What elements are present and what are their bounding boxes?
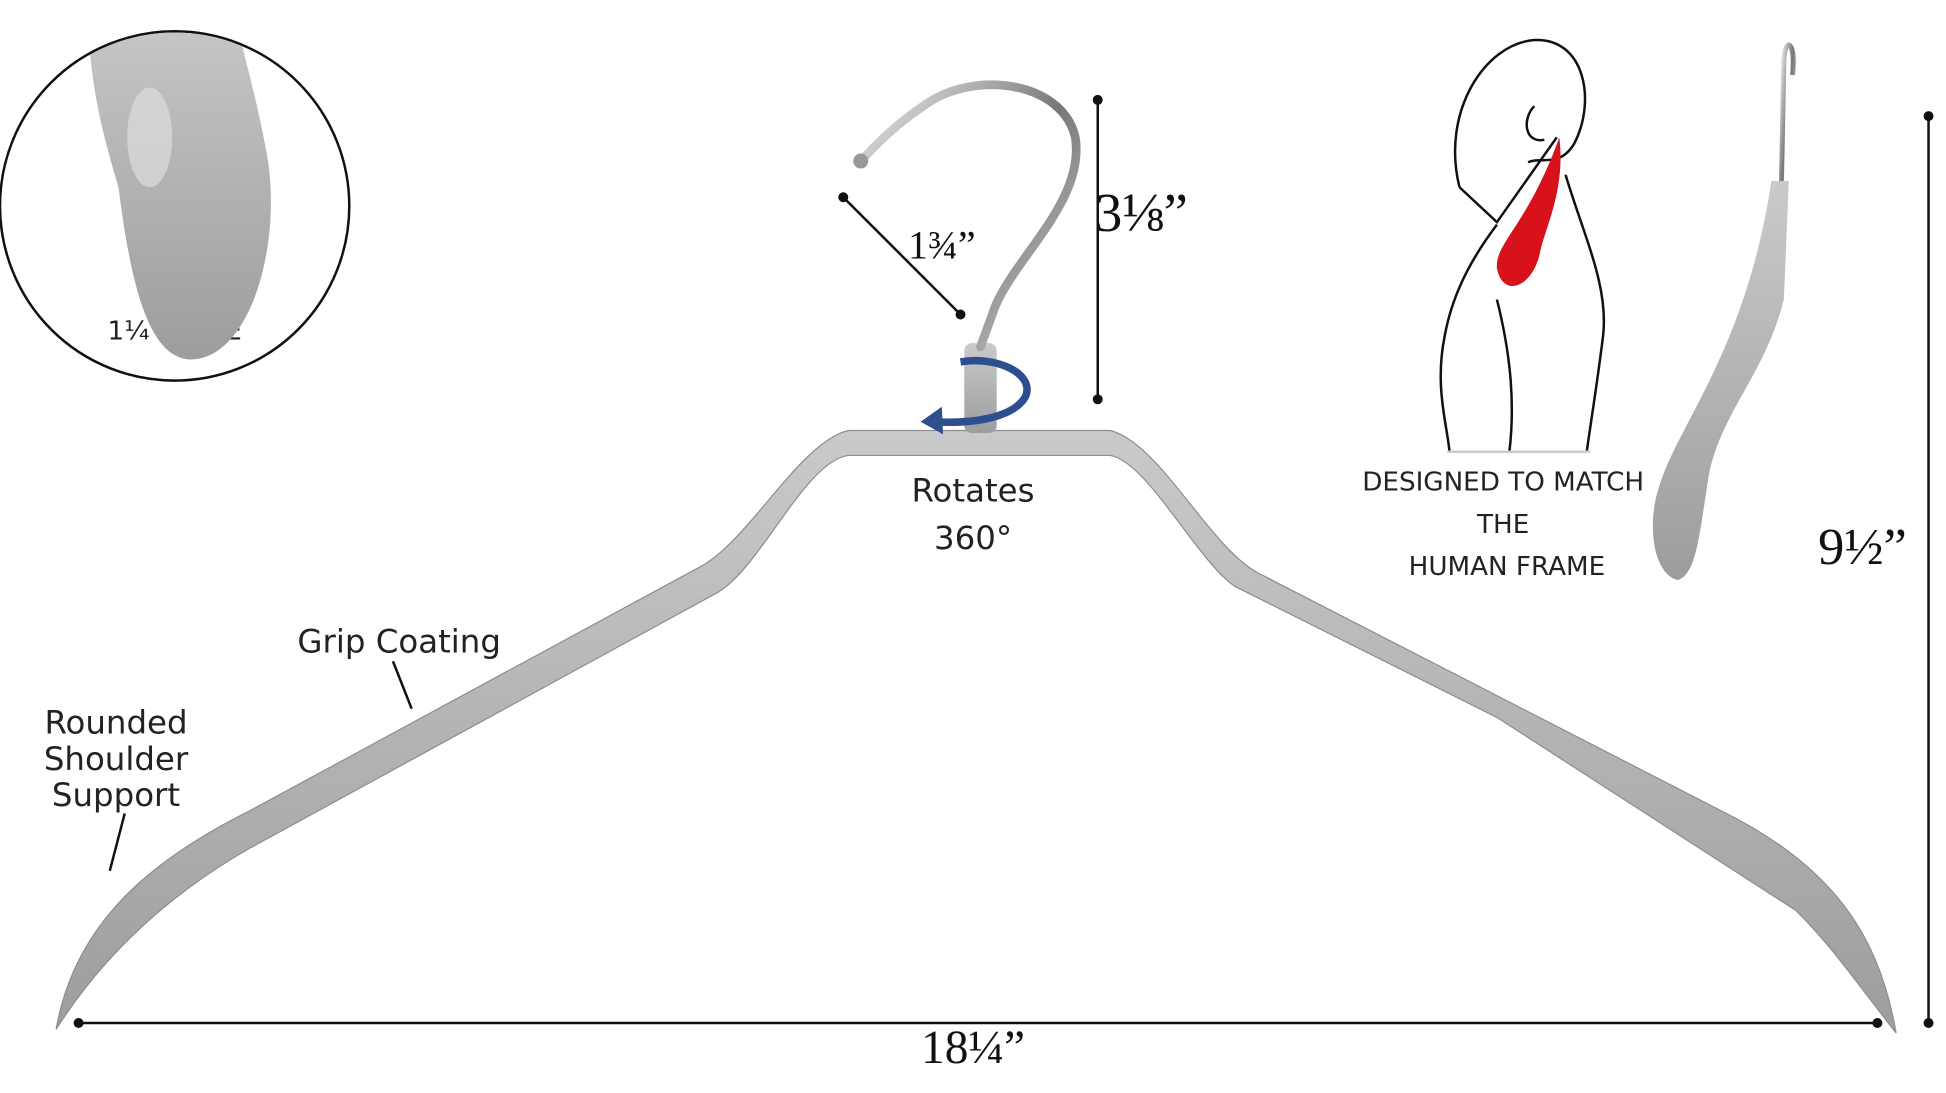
rotation-label: Rotates [911,472,1034,510]
human-figure [1439,38,1606,453]
hanger [55,80,1897,1034]
grip-label: Grip Coating [297,623,501,661]
shoulder-label: Rounded [44,704,187,742]
frame-caption: THE [1476,510,1529,540]
rotation-label: 360° [934,519,1012,557]
dimension-lines [73,94,1934,1029]
hook-height-label: 3⅛” [1095,182,1188,243]
shoulder-label: Support [52,776,180,814]
shoulder-label: Shoulder [44,740,189,778]
frame-caption: DESIGNED TO MATCH [1362,467,1644,497]
frame-caption: HUMAN FRAME [1409,552,1606,582]
hook-opening-label: 1¾” [908,222,976,267]
total-height-label: 9½” [1818,518,1907,576]
zoom-detail: 1¼” WIDE [0,30,351,382]
side-view-hanger [1652,42,1796,581]
total-width-label: 18¼” [921,1022,1025,1074]
